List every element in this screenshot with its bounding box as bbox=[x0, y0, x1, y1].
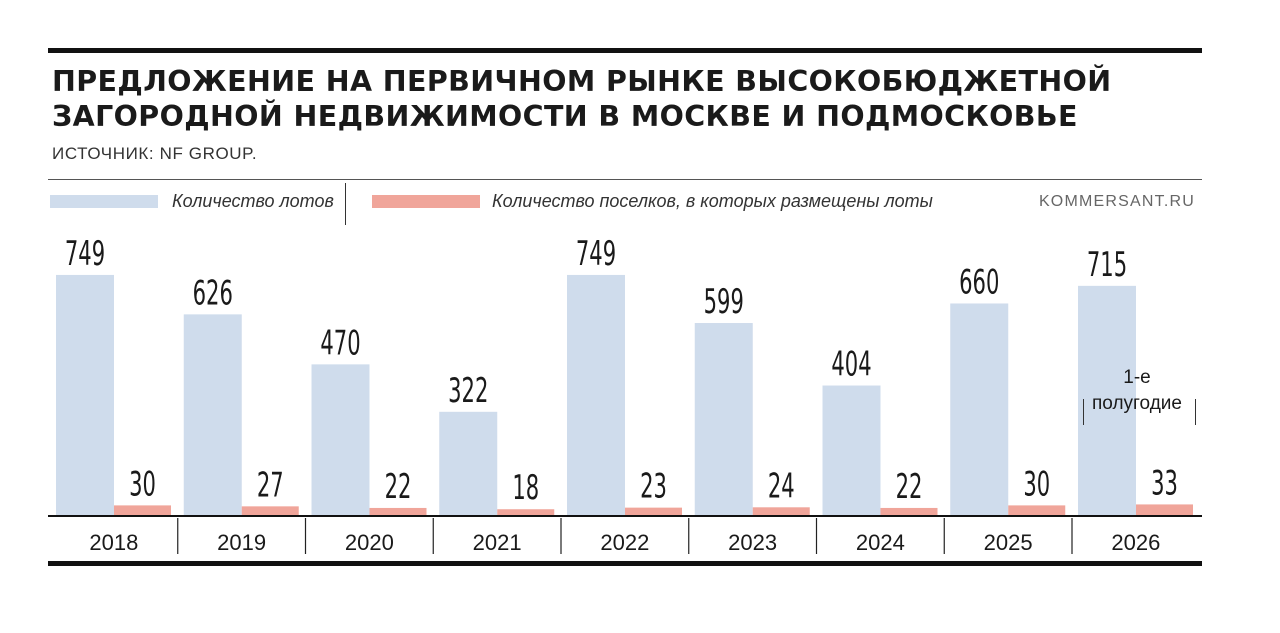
bar-settlements-2019 bbox=[241, 506, 299, 515]
label-lots-2024: 404 bbox=[831, 344, 871, 384]
source-note: ИСТОЧНИК: NF GROUP. bbox=[52, 144, 258, 163]
label-settlements-2020: 22 bbox=[385, 467, 412, 507]
tick-label-2023: 2023 bbox=[728, 530, 777, 555]
half-year-note-line-2: полугодие bbox=[1092, 393, 1182, 414]
label-lots-2026: 715 bbox=[1087, 245, 1127, 285]
legend-swatch-lots bbox=[50, 195, 158, 208]
label-settlements-2023: 24 bbox=[768, 466, 795, 506]
bar-settlements-2022 bbox=[625, 507, 682, 515]
bar-lots-2023 bbox=[694, 323, 753, 515]
tick-label-2020: 2020 bbox=[345, 530, 394, 555]
header-separator bbox=[48, 179, 1202, 180]
label-settlements-2019: 27 bbox=[257, 465, 284, 505]
tick-label-2026: 2026 bbox=[1111, 530, 1160, 555]
tick-label-2021: 2021 bbox=[473, 530, 522, 555]
top-rule bbox=[48, 48, 1202, 53]
bar-lots-2020 bbox=[311, 364, 370, 515]
note-bracket-right bbox=[1195, 399, 1196, 425]
label-settlements-2024: 22 bbox=[896, 467, 923, 507]
label-lots-2021: 322 bbox=[448, 371, 488, 411]
bar-settlements-2024 bbox=[880, 507, 938, 515]
bar-lots-2025 bbox=[950, 303, 1009, 515]
label-settlements-2022: 23 bbox=[640, 466, 667, 506]
legend-label-lots: Количество лотов bbox=[172, 191, 334, 211]
chart-title: ПРЕДЛОЖЕНИЕ НА ПЕРВИЧНОМ РЫНКЕ ВЫСОКОБЮД… bbox=[52, 64, 1192, 134]
label-settlements-2026: 33 bbox=[1151, 463, 1178, 503]
tick-label-2024: 2024 bbox=[856, 530, 905, 555]
legend-label-settlements: Количество поселков, в которых размещены… bbox=[492, 191, 933, 211]
tick-label-2019: 2019 bbox=[217, 530, 266, 555]
bottom-rule bbox=[48, 561, 1202, 566]
bar-lots-2026 bbox=[1078, 285, 1136, 515]
bar-lots-2018 bbox=[56, 274, 114, 515]
label-settlements-2018: 30 bbox=[129, 464, 156, 504]
bar-settlements-2025 bbox=[1008, 505, 1066, 515]
bar-settlements-2026 bbox=[1136, 504, 1193, 515]
label-lots-2018: 749 bbox=[65, 234, 105, 274]
label-lots-2022: 749 bbox=[576, 234, 616, 274]
legend-swatch-settlements bbox=[372, 195, 480, 208]
note-bracket-left bbox=[1083, 399, 1084, 425]
bar-lots-2021 bbox=[439, 411, 498, 515]
label-settlements-2021: 18 bbox=[512, 468, 539, 508]
brand-label: KOMMERSANT.RU bbox=[1038, 193, 1195, 210]
bar-lots-2022 bbox=[567, 274, 625, 515]
bar-settlements-2018 bbox=[114, 505, 171, 515]
bar-lots-2024 bbox=[822, 385, 881, 515]
bar-settlements-2021 bbox=[497, 509, 555, 515]
label-settlements-2025: 30 bbox=[1023, 464, 1050, 504]
bar-settlements-2023 bbox=[752, 507, 810, 515]
bar-lots-2019 bbox=[183, 314, 242, 515]
tick-label-2022: 2022 bbox=[600, 530, 649, 555]
label-lots-2025: 660 bbox=[959, 262, 999, 302]
bar-settlements-2020 bbox=[369, 507, 427, 515]
label-lots-2023: 599 bbox=[704, 282, 744, 322]
half-year-note-line-1: 1-е bbox=[1123, 367, 1151, 388]
tick-label-2018: 2018 bbox=[89, 530, 138, 555]
chart-title-line-1: ПРЕДЛОЖЕНИЕ НА ПЕРВИЧНОМ РЫНКЕ ВЫСОКОБЮД… bbox=[52, 65, 1112, 98]
chart-title-line-2: ЗАГОРОДНОЙ НЕДВИЖИМОСТИ В МОСКВЕ И ПОДМО… bbox=[52, 100, 1078, 133]
legend-divider bbox=[345, 183, 346, 225]
label-lots-2019: 626 bbox=[193, 273, 233, 313]
tick-label-2025: 2025 bbox=[984, 530, 1033, 555]
label-lots-2020: 470 bbox=[320, 323, 360, 363]
half-year-note: 1-е полугодие bbox=[1078, 365, 1196, 417]
